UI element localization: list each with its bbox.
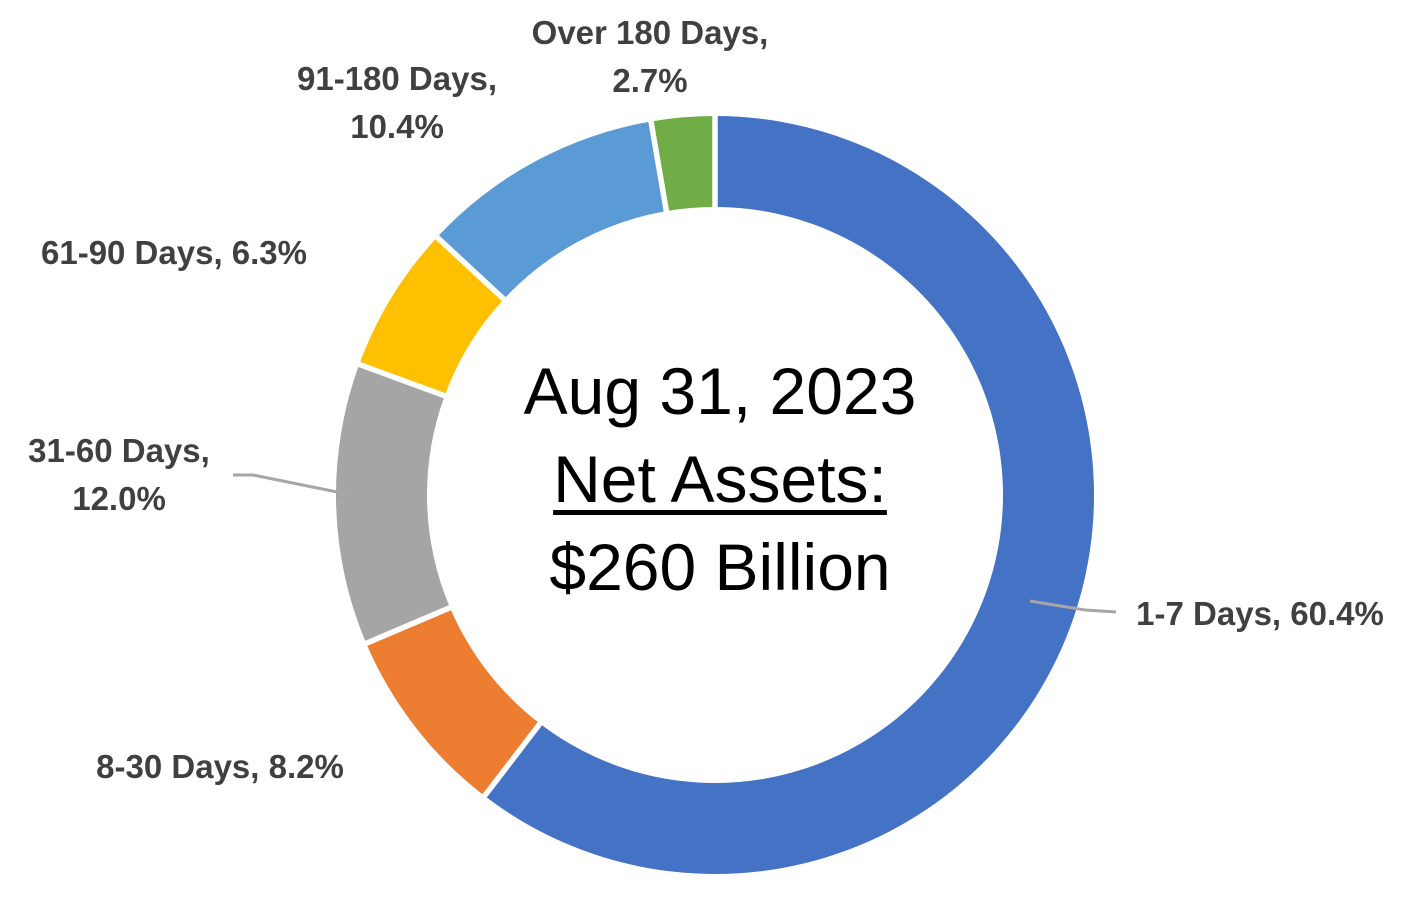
- label-61-90-days-line1: 61-90 Days, 6.3%: [40, 234, 308, 271]
- leader-line-31-60-days: [233, 473, 353, 497]
- slice-gap-1: [481, 720, 544, 800]
- label-91-180-days: 91-180 Days, 10.4%: [297, 55, 497, 151]
- donut-slice-61-90-days: [359, 237, 504, 396]
- label-31-60-days: 31-60 Days, 12.0%: [28, 427, 210, 523]
- donut-slice-1-7-days: [484, 116, 1094, 874]
- center-annotation-amount: $260 Billion: [549, 530, 891, 604]
- label-61-90-days: 61-90 Days, 6.3%: [41, 229, 307, 277]
- label-91-180-days-line1: 91-180 Days,: [297, 60, 497, 97]
- label-1-7-days: 1-7 Days, 60.4%: [1136, 590, 1384, 638]
- donut-slice-over-180-days: [651, 116, 715, 212]
- label-91-180-days-line2: 10.4%: [350, 108, 444, 145]
- label-31-60-days-line1: 31-60 Days,: [28, 432, 210, 469]
- leader-line-1-7-days: [1029, 599, 1117, 614]
- label-1-7-days-line1: 1-7 Days, 60.4%: [1136, 595, 1384, 632]
- slice-gap-5: [647, 119, 670, 214]
- label-8-30-days-line1: 8-30 Days, 8.2%: [96, 748, 344, 785]
- center-annotation-net-assets: Net Assets:: [553, 442, 887, 516]
- slice-gap-2: [363, 604, 453, 647]
- donut-slice-8-30-days: [366, 607, 540, 796]
- label-over-180-days-line1: Over 180 Days,: [531, 14, 769, 51]
- center-annotation: Aug 31, 2023 Net Assets: $260 Billion: [524, 347, 917, 611]
- label-31-60-days-line2: 12.0%: [72, 480, 166, 517]
- donut-slice-31-60-days: [335, 364, 450, 644]
- slice-gap-4: [433, 233, 508, 303]
- label-over-180-days: Over 180 Days, 2.7%: [532, 9, 769, 105]
- center-annotation-date: Aug 31, 2023: [523, 354, 917, 428]
- donut-slice-91-180-days: [437, 121, 667, 300]
- slice-gap-3: [356, 361, 448, 400]
- label-8-30-days: 8-30 Days, 8.2%: [96, 743, 344, 791]
- label-over-180-days-line2: 2.7%: [612, 62, 688, 99]
